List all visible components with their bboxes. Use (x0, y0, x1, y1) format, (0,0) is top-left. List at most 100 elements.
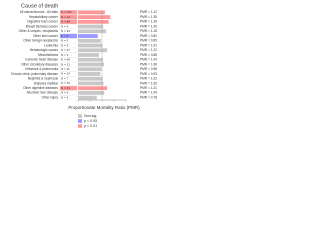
value-label: PMR = 0.82 (140, 34, 157, 38)
count-label: N = 4 (61, 34, 69, 38)
bar (78, 48, 108, 53)
count-box (59, 38, 78, 44)
count-label: N = 11 (61, 67, 70, 71)
legend-swatch (78, 124, 82, 128)
count-box (59, 66, 78, 72)
value-label: PMR = 0.95 (140, 39, 157, 43)
bar (78, 34, 98, 38)
count-label: N = 254 (61, 10, 72, 14)
category-label: Other injury (42, 95, 59, 99)
bar (78, 62, 104, 67)
category-label: Breast (female) cancer (26, 24, 59, 28)
count-label: N = 88 (61, 20, 70, 24)
value-label: PMR = 1.09 (140, 91, 157, 95)
count-label: N = 5 (61, 39, 69, 43)
value-label: PMR = 1.28 (140, 20, 157, 24)
category-label: Leukemia (44, 43, 58, 47)
count-box (59, 24, 78, 29)
count-box (59, 29, 78, 34)
count-box (59, 95, 78, 100)
count-box (59, 62, 78, 67)
count-label: N = 12 (61, 15, 70, 19)
count-label: N = 21 (61, 62, 70, 66)
category-label: Other benign neoplasms (23, 39, 58, 43)
value-label: PMR = 1.06 (140, 81, 157, 85)
count-label: N = 27 (61, 48, 70, 52)
category-label: Alcoholic liver disease (27, 91, 59, 95)
bar (78, 91, 105, 95)
count-box (59, 85, 78, 91)
value-label: PMR = 0.88 (140, 53, 157, 57)
count-box (59, 14, 78, 20)
count-box (59, 57, 78, 62)
bar (78, 29, 107, 34)
category-label: Nephritis & nephrosis (28, 77, 59, 81)
count-label: N = 31 (61, 86, 70, 90)
count-label: N = 58 (61, 58, 70, 62)
bar (78, 24, 104, 29)
value-label: PMR = 1.22 (140, 48, 157, 52)
count-label: N = 3 (61, 53, 69, 57)
count-label: N = 7 (61, 76, 69, 80)
value-label: PMR = 1.12 (140, 10, 157, 14)
legend-swatch (78, 114, 82, 118)
category-label: Other digestive diseases (23, 86, 58, 90)
count-label: N = 14 (61, 72, 70, 76)
legend-label: p < 0.05 (84, 119, 97, 123)
value-label: PMR = 1.08 (140, 62, 157, 66)
legend-swatch (78, 119, 82, 123)
bar (78, 15, 111, 19)
value-label: PMR = 0.78 (140, 95, 157, 99)
bar (78, 19, 109, 24)
count-box (59, 33, 78, 39)
bar (78, 76, 103, 81)
legend-label: p < 0.01 (84, 124, 97, 128)
category-label: Other circulatory diseases (21, 62, 58, 66)
count-box (59, 76, 78, 81)
value-label: PMR = 1.18 (140, 29, 157, 33)
category-label: Hepatobiliary cancer (29, 15, 59, 19)
category-label: Chronic obstr. pulmonary disease (11, 72, 59, 76)
category-label: Other skin cancer (33, 34, 59, 38)
bar (78, 72, 101, 76)
bar (78, 38, 101, 43)
count-label: N = 9 (61, 43, 69, 47)
page: Cause of death Proportionate Mortality R… (10, 3, 158, 128)
count-label: N = 9 (61, 91, 69, 95)
bar (78, 10, 105, 15)
count-label: N = 10 (61, 81, 70, 85)
bar (78, 57, 103, 62)
bar (78, 53, 100, 57)
legend-label: Non-sig (84, 114, 96, 118)
category-label: Hematologic cancer (30, 48, 59, 52)
category-label: Diabetes mellitus (34, 81, 59, 85)
value-label: PMR = 1.21 (140, 86, 157, 90)
bar (78, 67, 102, 72)
bar (78, 43, 103, 48)
value-label: PMR = 0.93 (140, 72, 157, 76)
value-label: PMR = 1.02 (140, 77, 157, 81)
value-label: PMR = 0.98 (140, 67, 157, 71)
value-label: PMR = 1.05 (140, 24, 157, 28)
count-box (59, 19, 78, 25)
category-label: Influenza & pneumonia (25, 67, 58, 71)
bar (78, 95, 97, 100)
count-label: N = 3 (61, 95, 69, 99)
x-axis-label: Proportionate Mortality Ratio (PMR) (68, 105, 140, 110)
chart: Cause of death Proportionate Mortality R… (11, 3, 157, 128)
category-label: Other & unspec. neoplasms (19, 29, 59, 33)
count-box (59, 81, 78, 86)
bar (78, 86, 108, 91)
count-label: N = 34 (61, 29, 70, 33)
count-box (59, 10, 78, 15)
chart-title: Cause of death (21, 3, 58, 9)
value-label: PMR = 1.35 (140, 15, 157, 19)
count-label: N = 6 (61, 24, 69, 28)
count-box (59, 52, 78, 58)
bar (78, 81, 104, 86)
category-label: All cancer/tumors - All sites (20, 10, 59, 14)
count-box (59, 71, 78, 77)
category-label: Mesothelioma (38, 53, 58, 57)
value-label: PMR = 1.02 (140, 43, 157, 47)
count-box (59, 43, 78, 48)
